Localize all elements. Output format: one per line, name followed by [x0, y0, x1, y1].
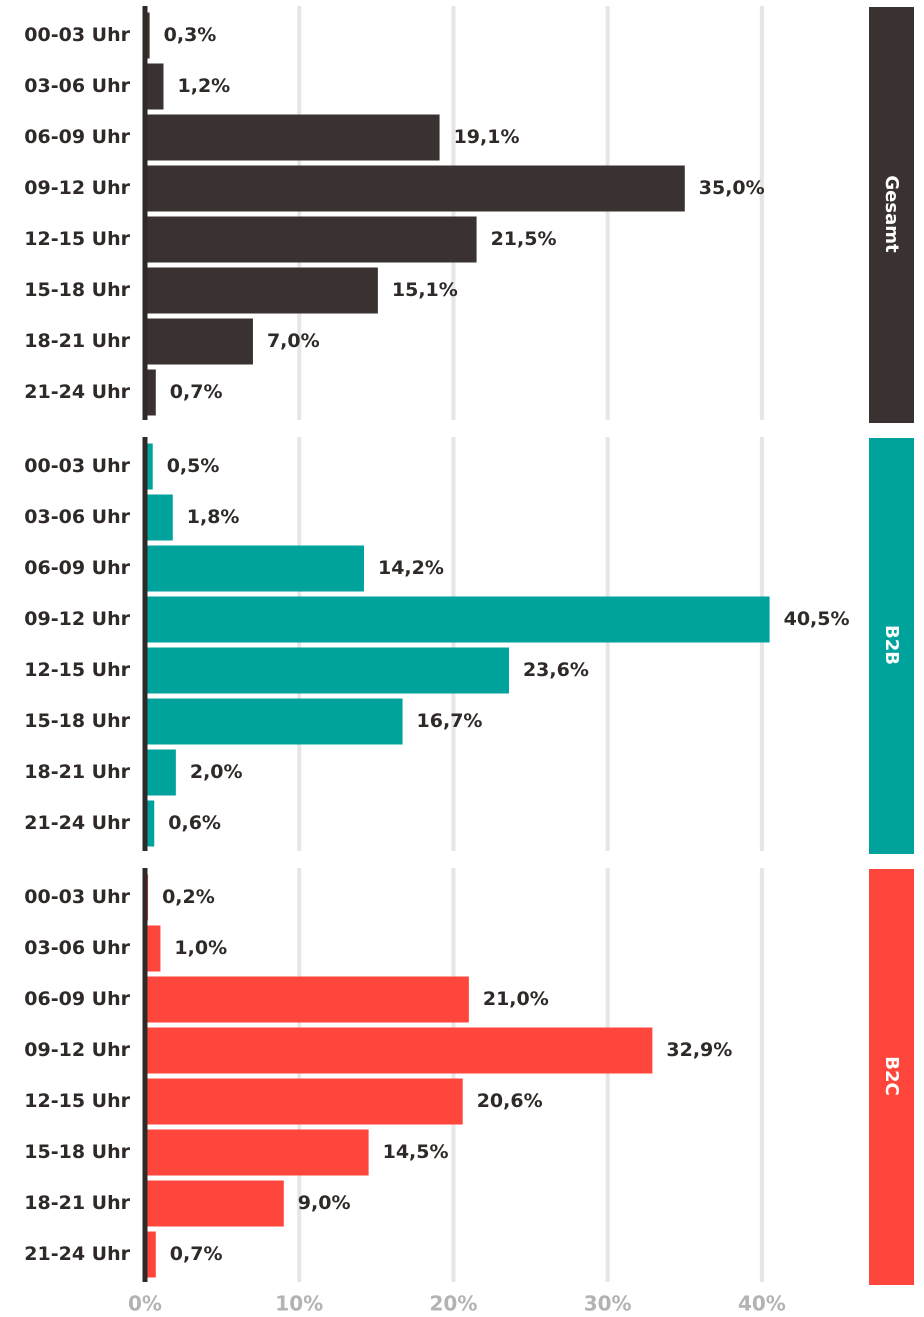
y-tick-label: 21-24 Uhr [24, 812, 130, 834]
bar [145, 800, 155, 847]
panel-label: B2B [881, 625, 902, 665]
y-tick-label: 21-24 Uhr [24, 381, 130, 403]
value-label: 21,0% [483, 988, 549, 1010]
bar [145, 925, 161, 972]
y-tick-label: 12-15 Uhr [24, 1090, 130, 1112]
x-tick-label: 0% [128, 1292, 162, 1316]
value-label: 21,5% [491, 228, 557, 250]
y-tick-label: 15-18 Uhr [24, 710, 130, 732]
x-tick-label: 40% [738, 1292, 786, 1316]
y-tick-label: 15-18 Uhr [24, 1141, 130, 1163]
bar [145, 1078, 463, 1125]
value-label: 0,6% [168, 812, 221, 834]
y-tick-label: 06-09 Uhr [24, 557, 130, 579]
y-tick-label: 03-06 Uhr [24, 506, 130, 528]
bar [145, 114, 440, 161]
panel-label-box [869, 438, 914, 854]
panel-label: Gesamt [881, 175, 902, 253]
value-label: 16,7% [417, 710, 483, 732]
value-label: 32,9% [666, 1039, 732, 1061]
bar [145, 494, 173, 541]
y-tick-label: 03-06 Uhr [24, 75, 130, 97]
bar [145, 698, 403, 745]
value-label: 14,2% [378, 557, 444, 579]
x-tick-label: 30% [584, 1292, 632, 1316]
value-label: 7,0% [267, 330, 320, 352]
bar [145, 369, 156, 416]
value-label: 2,0% [190, 761, 243, 783]
bar [145, 1027, 653, 1074]
y-tick-label: 12-15 Uhr [24, 228, 130, 250]
bar [145, 1129, 369, 1176]
bar [145, 749, 176, 796]
x-tick-label: 10% [275, 1292, 323, 1316]
value-label: 1,8% [187, 506, 240, 528]
y-tick-label: 18-21 Uhr [24, 1192, 130, 1214]
value-label: 23,6% [523, 659, 589, 681]
bar [145, 1231, 156, 1278]
y-tick-label: 09-12 Uhr [24, 1039, 130, 1061]
bar [145, 1180, 284, 1227]
value-label: 1,2% [178, 75, 231, 97]
panel-label-box [869, 7, 914, 423]
y-tick-label: 00-03 Uhr [24, 24, 130, 46]
bar [145, 267, 378, 314]
y-tick-label: 00-03 Uhr [24, 455, 130, 477]
panel-label: B2C [881, 1056, 902, 1095]
value-label: 20,6% [477, 1090, 543, 1112]
y-tick-label: 18-21 Uhr [24, 761, 130, 783]
value-label: 1,0% [174, 937, 227, 959]
value-label: 9,0% [298, 1192, 351, 1214]
bar [145, 165, 685, 212]
value-label: 0,7% [170, 1243, 223, 1265]
value-label: 14,5% [383, 1141, 449, 1163]
bar [145, 216, 477, 263]
y-tick-label: 09-12 Uhr [24, 177, 130, 199]
value-label: 35,0% [699, 177, 765, 199]
y-tick-label: 06-09 Uhr [24, 126, 130, 148]
y-tick-label: 15-18 Uhr [24, 279, 130, 301]
bar [145, 647, 509, 694]
value-label: 0,5% [167, 455, 220, 477]
value-label: 0,2% [162, 886, 215, 908]
y-tick-label: 18-21 Uhr [24, 330, 130, 352]
y-tick-label: 12-15 Uhr [24, 659, 130, 681]
value-label: 0,7% [170, 381, 223, 403]
value-label: 15,1% [392, 279, 458, 301]
y-tick-label: 09-12 Uhr [24, 608, 130, 630]
bar [145, 63, 164, 110]
value-label: 0,3% [164, 24, 217, 46]
bar [145, 443, 153, 490]
y-tick-label: 03-06 Uhr [24, 937, 130, 959]
bar [145, 545, 364, 592]
y-tick-label: 06-09 Uhr [24, 988, 130, 1010]
value-label: 40,5% [784, 608, 850, 630]
panel-label-box [869, 869, 914, 1285]
value-label: 19,1% [454, 126, 520, 148]
bar [145, 318, 253, 365]
y-tick-label: 21-24 Uhr [24, 1243, 130, 1265]
x-tick-label: 20% [430, 1292, 478, 1316]
y-tick-label: 00-03 Uhr [24, 886, 130, 908]
bar [145, 596, 770, 643]
bar [145, 976, 469, 1023]
